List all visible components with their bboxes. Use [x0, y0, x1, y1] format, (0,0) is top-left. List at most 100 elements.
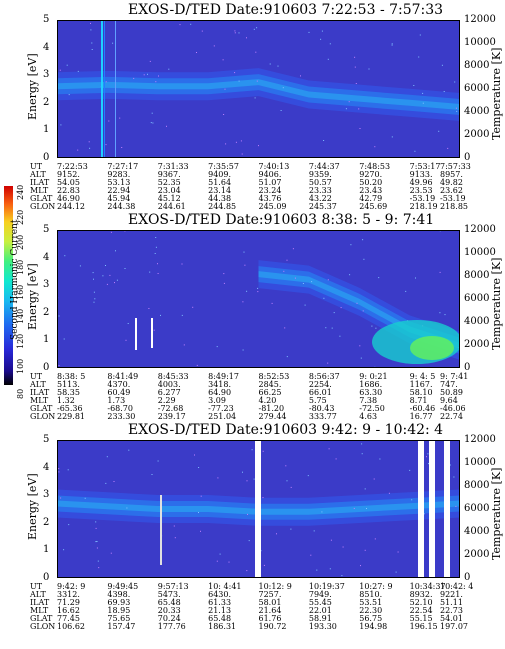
- ephemeris-label: UT: [30, 582, 43, 591]
- ephemeris-value: 10:12: 9: [258, 582, 292, 591]
- noise-speck: [373, 478, 375, 480]
- noise-speck: [415, 277, 416, 279]
- ephemeris-value: -72.50: [359, 404, 385, 413]
- noise-speck: [257, 287, 259, 289]
- noise-speck: [155, 81, 157, 83]
- ephemeris-value: 9283.: [107, 170, 131, 179]
- noise-speck: [190, 23, 192, 25]
- noise-speck: [443, 91, 445, 92]
- ephemeris-value: 9133.: [409, 170, 433, 179]
- ephemeris-row: UT 8:38: 5 8:41:49 8:45:33 8:49:17 8:52:53 8:5…: [0, 372, 505, 381]
- y-tick-label: 0: [43, 362, 50, 373]
- ephemeris-value: 77.45: [57, 614, 80, 623]
- ephemeris-value: 8.71: [409, 396, 428, 405]
- noise-speck: [454, 81, 456, 83]
- noise-speck: [192, 306, 194, 308]
- y-right-tick-label: 0: [464, 152, 471, 163]
- noise-speck: [422, 92, 424, 94]
- noise-speck: [234, 30, 236, 32]
- data-gap: [429, 440, 435, 578]
- ephemeris-value: 49.82: [440, 178, 463, 187]
- ephemeris-value: 21.13: [208, 606, 232, 615]
- noise-speck: [235, 141, 237, 143]
- noise-speck: [323, 140, 325, 141]
- noise-speck: [94, 298, 96, 300]
- ephemeris-value: 22.01: [308, 606, 332, 615]
- ephemeris-row: ALT 9152. 9283. 9367. 9409. 9406. 9359. 9270. 91…: [0, 170, 505, 179]
- ephemeris-value: -72.68: [157, 404, 184, 413]
- noise-speck: [105, 482, 107, 484]
- noise-speck: [90, 29, 92, 31]
- noise-speck: [418, 56, 420, 58]
- data-gap: [255, 440, 261, 578]
- ephemeris-value: 5113.: [57, 380, 80, 389]
- ephemeris-value: 193.30: [308, 622, 337, 631]
- noise-speck: [422, 102, 424, 104]
- noise-speck: [105, 81, 107, 83]
- ephemeris-value: 70.24: [157, 614, 181, 623]
- ephemeris-value: 9367.: [157, 170, 181, 179]
- noise-speck: [213, 45, 215, 47]
- noise-speck: [128, 449, 130, 451]
- noise-speck: [359, 345, 361, 347]
- noise-speck: [359, 128, 361, 129]
- ephemeris-value: 51.07: [258, 178, 282, 187]
- noise-speck: [449, 464, 451, 466]
- noise-speck: [366, 508, 367, 509]
- noise-speck: [277, 65, 279, 67]
- ephemeris-value: 45.12: [157, 194, 181, 203]
- noise-speck: [110, 231, 112, 233]
- ephemeris-row: GLAT -65.36 -68.70 -72.68 -77.23 -81.20 -80.43…: [0, 404, 505, 413]
- panel-3-plot: [57, 440, 460, 578]
- ephemeris-value: 71.29: [57, 598, 80, 607]
- ephemeris-row: ILAT 58.35 60.49 6.277 64.90 66.25 66.01 63.30 5…: [0, 388, 505, 397]
- ephemeris-value: 8957.: [440, 170, 463, 179]
- noise-speck: [362, 239, 364, 241]
- ephemeris-value: 7:27:17: [107, 162, 139, 171]
- noise-speck: [294, 277, 296, 279]
- noise-speck: [323, 297, 325, 299]
- y-tick-label: 3: [43, 489, 50, 501]
- noise-speck: [77, 70, 79, 72]
- noise-speck: [151, 112, 153, 114]
- ephemeris-value: 251.04: [208, 412, 237, 421]
- noise-speck: [290, 486, 292, 488]
- ephemeris-value: 52.10: [409, 598, 433, 607]
- ephemeris-value: 63.30: [359, 388, 383, 397]
- noise-speck: [439, 271, 441, 273]
- noise-speck: [68, 94, 70, 96]
- y-right-tick-label: 8000: [464, 60, 490, 71]
- noise-speck: [327, 58, 329, 60]
- noise-speck: [90, 22, 91, 24]
- ephemeris-value: 58.91: [308, 614, 332, 623]
- ephemeris-value: 1.73: [107, 396, 126, 405]
- y-right-tick-label: 8000: [464, 480, 490, 491]
- ephemeris-value: 5.75: [308, 396, 327, 405]
- ephemeris-label: ILAT: [30, 178, 50, 187]
- noise-speck: [439, 312, 441, 314]
- noise-speck: [110, 552, 112, 554]
- ephemeris-value: -80.43: [308, 404, 335, 413]
- ephemeris-value: 18.95: [107, 606, 131, 615]
- ephemeris-value: 8510.: [359, 590, 383, 599]
- noise-speck: [198, 512, 199, 513]
- ephemeris-value: 54.01: [440, 614, 463, 623]
- y-axis-label: Energy [eV]: [26, 263, 39, 330]
- noise-speck: [93, 291, 95, 293]
- noise-speck: [96, 547, 98, 549]
- noise-speck: [60, 497, 62, 499]
- ephemeris-value: 60.49: [107, 388, 131, 397]
- noise-speck: [280, 110, 282, 111]
- ephemeris-label: ILAT: [30, 598, 50, 607]
- noise-speck: [183, 344, 185, 346]
- noise-speck: [157, 273, 159, 274]
- ephemeris-value: 10: 4:41: [208, 582, 242, 591]
- noise-speck: [456, 110, 458, 112]
- noise-speck: [256, 80, 258, 82]
- noise-speck: [310, 554, 312, 556]
- ephemeris-value: 9:49:45: [107, 582, 139, 591]
- ephemeris-value: 9: 7:41: [440, 372, 469, 381]
- ephemeris-value: 16.77: [409, 412, 433, 421]
- ephemeris-value: 747.: [440, 380, 458, 389]
- panel-2-spectrogram: [57, 230, 460, 368]
